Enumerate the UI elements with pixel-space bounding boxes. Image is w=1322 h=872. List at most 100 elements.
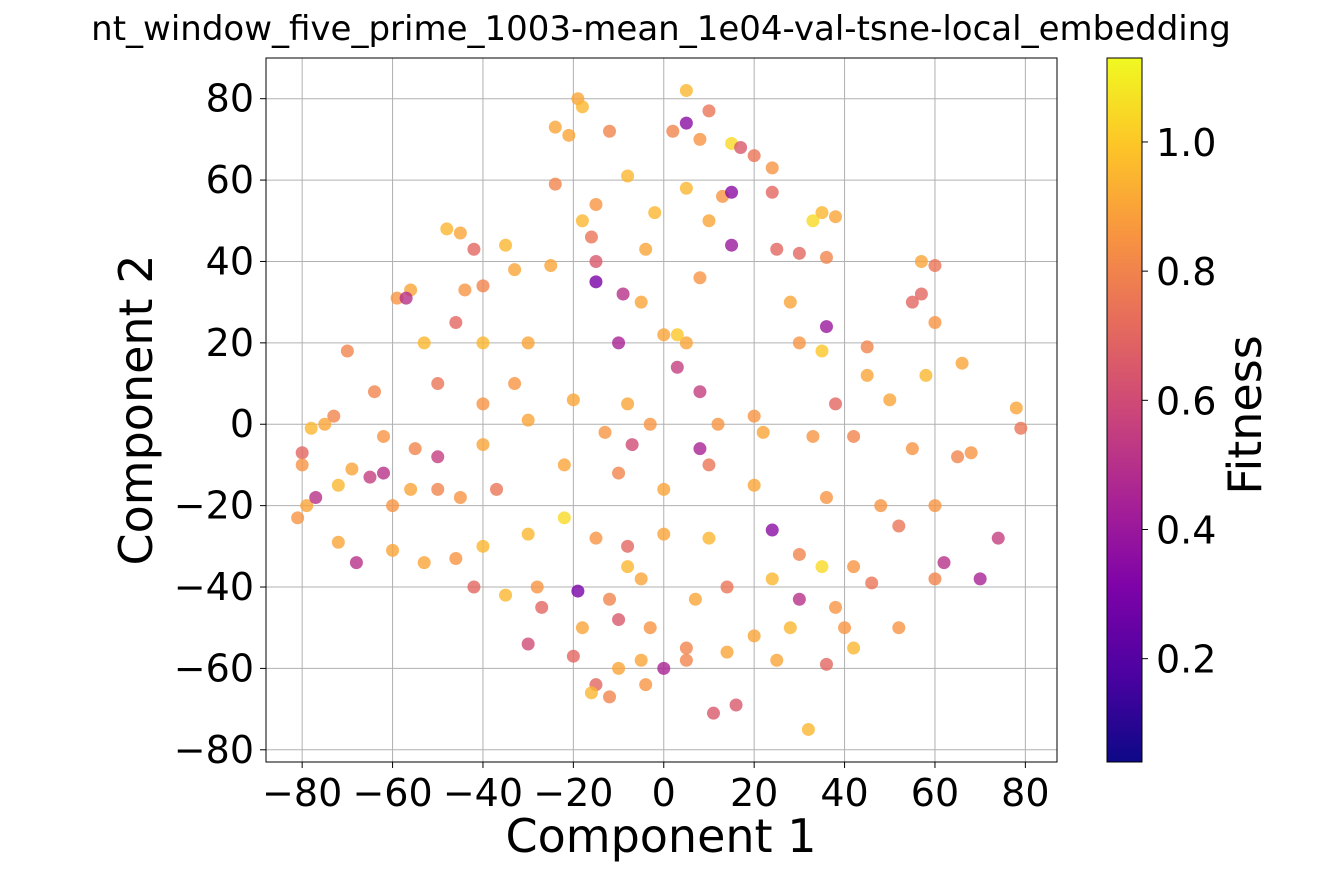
colorbar-tick-label: 0.6 — [1156, 379, 1216, 423]
y-tick-label: −20 — [174, 484, 254, 528]
scatter-point — [711, 417, 725, 431]
scatter-point — [589, 275, 603, 289]
colorbar-tick-label: 1.0 — [1156, 121, 1216, 165]
scatter-point — [530, 580, 544, 594]
scatter-point — [756, 425, 770, 439]
scatter-point — [521, 336, 535, 350]
scatter-point — [390, 291, 404, 305]
scatter-point — [657, 482, 671, 496]
x-tick-label: −60 — [352, 771, 432, 815]
scatter-point — [603, 592, 617, 606]
scatter-point — [679, 181, 693, 195]
x-axis-ticks: −80 −60 −40 −20 0 20 40 60 80 — [262, 762, 1050, 815]
x-axis-label: Component 1 — [506, 809, 817, 863]
scatter-point — [657, 661, 671, 675]
x-tick-label: 40 — [820, 771, 868, 815]
scatter-point — [914, 254, 928, 268]
scatter-point — [874, 499, 888, 513]
scatter-point — [490, 482, 504, 496]
scatter-point — [702, 104, 716, 118]
scatter-point — [679, 641, 693, 655]
scatter-point — [453, 490, 467, 504]
scatter-point — [928, 259, 942, 273]
scatter-point — [309, 490, 323, 504]
scatter-point — [829, 397, 843, 411]
scatter-point — [634, 295, 648, 309]
y-tick-label: −80 — [174, 728, 254, 772]
scatter-point — [404, 482, 418, 496]
scatter-point — [499, 588, 513, 602]
scatter-point — [612, 466, 626, 480]
scatter-point — [508, 377, 522, 391]
scatter-point — [765, 185, 779, 199]
scatter-point — [625, 438, 639, 452]
scatter-point — [363, 470, 377, 484]
scatter-point — [575, 214, 589, 228]
scatter-point — [693, 385, 707, 399]
scatter-point — [964, 446, 978, 460]
scatter-point — [476, 397, 490, 411]
scatter-point — [340, 344, 354, 358]
plot-frame — [265, 57, 1058, 763]
scatter-point — [679, 653, 693, 667]
scatter-point — [377, 466, 391, 480]
scatter-point — [688, 592, 702, 606]
y-tick-label: 40 — [206, 239, 254, 283]
scatter-point — [951, 450, 965, 464]
scatter-point — [973, 572, 987, 586]
scatter-point — [928, 499, 942, 513]
x-tick-label: 80 — [1001, 771, 1049, 815]
scatter-point — [449, 316, 463, 330]
scatter-point — [639, 242, 653, 256]
scatter-point — [616, 287, 630, 301]
scatter-point — [300, 499, 314, 513]
scatter-point — [865, 576, 879, 590]
scatter-point — [815, 206, 829, 220]
scatter-point — [914, 287, 928, 301]
scatter-point — [598, 425, 612, 439]
scatter-point — [770, 242, 784, 256]
scatter-points — [291, 84, 1028, 736]
y-axis-label: Component 2 — [109, 255, 163, 566]
scatter-point — [792, 547, 806, 561]
y-tick-label: −40 — [174, 565, 254, 609]
scatter-point — [603, 124, 617, 138]
scatter-point — [467, 580, 481, 594]
scatter-point — [1014, 421, 1028, 435]
scatter-point — [783, 621, 797, 635]
scatter-point — [295, 458, 309, 472]
scatter-point — [575, 621, 589, 635]
scatter-point — [905, 442, 919, 456]
scatter-point — [612, 336, 626, 350]
scatter-point — [467, 242, 481, 256]
scatter-point — [679, 336, 693, 350]
scatter-point — [693, 132, 707, 146]
scatter-point — [399, 291, 413, 305]
scatter-point — [657, 328, 671, 342]
scatter-point — [544, 259, 558, 273]
scatter-point — [566, 649, 580, 663]
scatter-point — [693, 271, 707, 285]
scatter-point — [815, 560, 829, 574]
colorbar-tick-label: 0.2 — [1156, 638, 1216, 682]
scatter-point — [408, 442, 422, 456]
scatter-point — [589, 531, 603, 545]
colorbar-tick-label: 0.4 — [1156, 508, 1216, 552]
scatter-point — [919, 368, 933, 382]
scatter-point — [458, 283, 472, 297]
scatter-point — [295, 446, 309, 460]
scatter-point — [706, 706, 720, 720]
scatter-point — [847, 429, 861, 443]
scatter-point — [621, 397, 635, 411]
scatter-point — [734, 141, 748, 155]
scatter-point — [792, 592, 806, 606]
scatter-point — [747, 478, 761, 492]
colorbar — [1106, 57, 1143, 763]
scatter-point — [679, 84, 693, 98]
scatter-point — [476, 438, 490, 452]
scatter-point — [905, 295, 919, 309]
scatter-point — [453, 226, 467, 240]
scatter-point — [860, 368, 874, 382]
scatter-point — [318, 417, 332, 431]
scatter-point — [648, 206, 662, 220]
